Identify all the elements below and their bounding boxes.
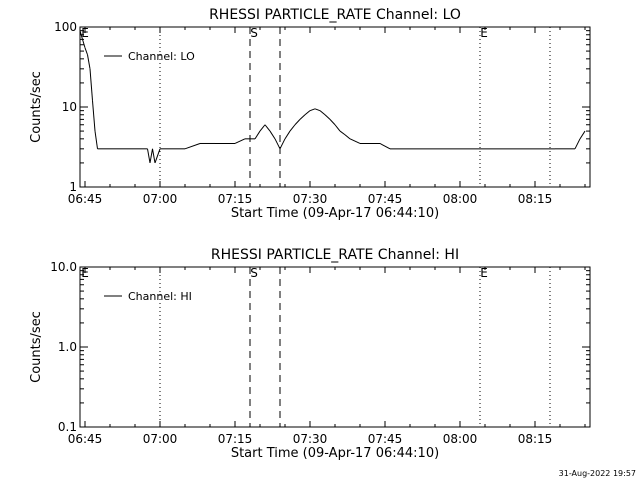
chart-title: RHESSI PARTICLE_RATE Channel: LO <box>209 7 461 23</box>
series-segment <box>334 124 341 132</box>
series-segment <box>259 124 266 132</box>
series-segment <box>279 138 286 150</box>
series-segment <box>154 148 161 164</box>
marker-label: S <box>250 26 258 40</box>
marker-label: E <box>480 266 488 280</box>
series-segment <box>184 143 201 150</box>
y-tick-label: 10.0 <box>50 260 77 274</box>
x-tick-label: 08:15 <box>518 432 553 446</box>
y-tick-label: 10 <box>62 100 77 114</box>
x-tick-label: 08:15 <box>518 192 553 206</box>
marker-label: E <box>81 266 89 280</box>
marker-label: E <box>480 26 488 40</box>
x-tick-label: 08:00 <box>443 192 478 206</box>
series-segment <box>84 47 88 55</box>
series-segment <box>574 138 581 150</box>
series-segment <box>269 130 276 140</box>
series-segment <box>87 54 91 69</box>
x-tick-label: 07:30 <box>293 192 328 206</box>
series-segment <box>82 39 86 48</box>
legend-label: Channel: HI <box>128 290 192 303</box>
y-tick-label: 100 <box>54 20 77 34</box>
series-segment <box>324 114 331 120</box>
x-tick-label: 07:15 <box>218 192 253 206</box>
series-segment <box>274 138 281 150</box>
series-segment <box>264 124 271 132</box>
series-segment <box>284 130 291 140</box>
marker-label: S <box>250 266 258 280</box>
series-segment <box>344 134 351 140</box>
series-segment <box>304 110 311 116</box>
x-axis-label: Start Time (09-Apr-17 06:44:10) <box>231 446 439 461</box>
series-segment <box>319 110 326 116</box>
x-tick-label: 07:15 <box>218 432 253 446</box>
series-segment <box>309 108 316 112</box>
series-segment <box>89 68 93 101</box>
series-segment <box>329 119 336 126</box>
marker-label: E <box>81 26 89 40</box>
series-segment <box>339 130 346 136</box>
chart-title: RHESSI PARTICLE_RATE Channel: HI <box>211 247 459 263</box>
series-segment <box>254 130 261 140</box>
y-tick-label: 1 <box>69 180 77 194</box>
x-tick-label: 08:00 <box>443 432 478 446</box>
x-tick-label: 06:45 <box>68 192 103 206</box>
y-tick-label: 1.0 <box>58 340 77 354</box>
series-segment <box>94 131 98 149</box>
x-tick-label: 07:00 <box>143 192 178 206</box>
x-axis-label: Start Time (09-Apr-17 06:44:10) <box>231 206 439 221</box>
x-tick-label: 07:45 <box>368 432 403 446</box>
series-segment <box>314 108 321 112</box>
series-segment <box>349 138 361 144</box>
series-segment <box>299 114 306 120</box>
x-tick-label: 07:00 <box>143 432 178 446</box>
series-segment <box>152 148 156 164</box>
series-segment <box>92 100 96 132</box>
legend-label: Channel: LO <box>128 50 195 63</box>
footer-timestamp: 31-Aug-2022 19:57 <box>558 469 636 478</box>
series-segment <box>379 143 391 150</box>
series-segment <box>294 119 301 126</box>
series-segment <box>579 130 586 140</box>
y-axis-label: Counts/sec <box>29 311 44 383</box>
x-tick-label: 06:45 <box>68 432 103 446</box>
x-tick-label: 07:30 <box>293 432 328 446</box>
series-segment <box>289 124 296 132</box>
x-tick-label: 07:45 <box>368 192 403 206</box>
series-segment <box>149 148 153 164</box>
series-segment <box>234 138 246 144</box>
series-segment <box>147 148 151 164</box>
series-segment <box>79 30 83 40</box>
y-tick-label: 0.1 <box>58 420 77 434</box>
y-axis-label: Counts/sec <box>29 71 44 143</box>
